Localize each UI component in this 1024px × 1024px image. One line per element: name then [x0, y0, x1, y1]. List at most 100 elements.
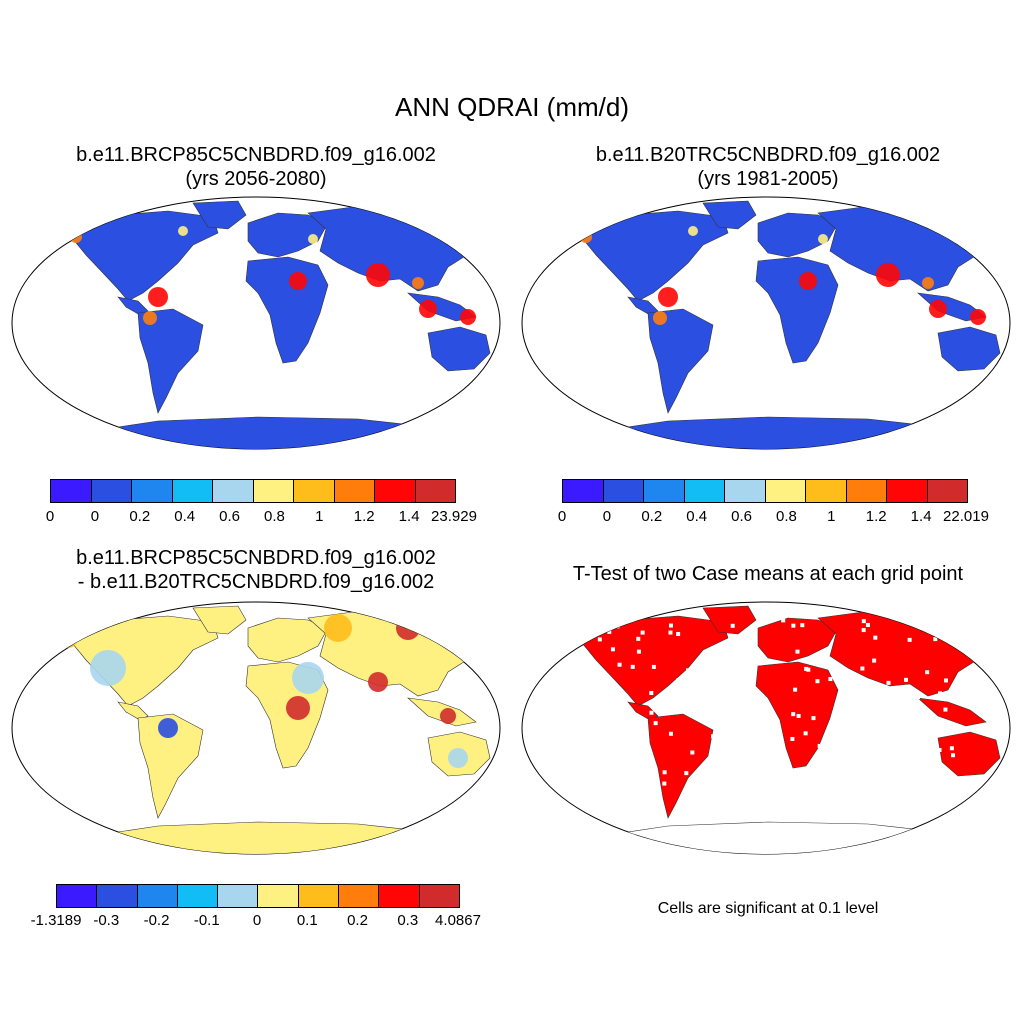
insignificant-cell	[610, 647, 615, 652]
insignificant-cell	[594, 743, 599, 748]
colorbar-swatch	[887, 480, 928, 502]
insignificant-cell	[736, 761, 741, 766]
colorbar-swatch	[846, 480, 887, 502]
map-future	[11, 196, 501, 450]
insignificant-cell	[811, 716, 816, 721]
insignificant-cell	[595, 731, 600, 736]
insignificant-cell	[578, 666, 583, 671]
difference-title-line2: - b.e11.B20TRC5CNBDRD.f09_g16.002	[77, 571, 435, 593]
insignificant-cell	[568, 777, 573, 782]
colorbar-swatch	[419, 885, 459, 907]
insignificant-cell	[668, 623, 673, 628]
value-cluster	[143, 311, 157, 325]
landmass-greenland	[702, 200, 757, 230]
insignificant-cell	[763, 769, 768, 774]
insignificant-cell	[925, 670, 930, 675]
insignificant-cell	[781, 618, 786, 623]
insignificant-cell	[649, 794, 654, 799]
insignificant-cell	[578, 670, 583, 675]
value-cluster	[324, 614, 352, 642]
insignificant-cell	[892, 777, 897, 782]
insignificant-cell	[676, 678, 681, 683]
colorbar-tick-label: 0	[602, 508, 612, 525]
colorbar-swatch	[375, 480, 416, 502]
insignificant-cell	[865, 622, 870, 627]
insignificant-cell	[686, 668, 691, 673]
value-cluster	[440, 708, 456, 724]
insignificant-cell	[686, 784, 691, 789]
insignificant-cell	[668, 731, 673, 736]
insignificant-cell	[795, 649, 800, 654]
value-cluster	[658, 287, 678, 307]
insignificant-cell	[649, 710, 654, 715]
colorbar-swatch	[51, 480, 92, 502]
colorbar-swatch	[213, 480, 254, 502]
insignificant-cell	[698, 656, 703, 661]
insignificant-cell	[707, 683, 712, 688]
colorbar-tick-label: -1.3189	[30, 912, 82, 929]
value-cluster	[292, 662, 324, 694]
colorbar-tick-label: -0.3	[93, 912, 120, 929]
insignificant-cell	[806, 667, 811, 672]
colorbar-tick-label: 1.2	[865, 508, 887, 525]
insignificant-cell	[803, 731, 808, 736]
colorbar-swatch	[339, 885, 380, 907]
insignificant-cell	[914, 730, 919, 735]
colorbar-tick-label: 0.2	[347, 912, 368, 929]
difference-title-line1: b.e11.BRCP85C5CNBDRD.f09_g16.002	[76, 547, 436, 569]
value-cluster	[158, 718, 178, 738]
insignificant-cell	[651, 664, 656, 669]
landmass-samerica	[137, 308, 204, 414]
insignificant-cell	[886, 680, 891, 685]
insignificant-cell	[860, 666, 865, 671]
colorbar-swatch	[684, 480, 725, 502]
value-cluster	[90, 650, 126, 686]
map-ttest	[521, 601, 1011, 855]
landmass-europe	[757, 212, 839, 258]
insignificant-cell	[608, 779, 613, 784]
value-cluster	[368, 672, 388, 692]
colorbar-difference	[56, 884, 460, 908]
insignificant-cell	[957, 779, 962, 784]
colorbar-swatch	[172, 480, 213, 502]
value-cluster	[419, 300, 437, 318]
value-cluster	[366, 263, 390, 287]
landmass-namerica	[577, 615, 729, 707]
insignificant-cell	[625, 747, 630, 752]
value-cluster	[396, 616, 420, 640]
insignificant-cell	[701, 787, 706, 792]
insignificant-cell	[790, 736, 795, 741]
value-cluster	[653, 311, 667, 325]
colorbar-swatch	[379, 885, 420, 907]
colorbar-swatch	[415, 480, 455, 502]
insignificant-cell	[574, 652, 579, 657]
landmass-africa	[755, 256, 839, 364]
insignificant-cell	[854, 757, 859, 762]
insignificant-cell	[943, 707, 948, 712]
insignificant-cell	[640, 630, 645, 635]
landmass-greenland	[192, 200, 247, 230]
insignificant-cell	[617, 662, 622, 667]
insignificant-cell	[764, 660, 769, 665]
insignificant-cell	[708, 785, 713, 790]
landmass-seasia	[917, 697, 987, 727]
colorbar-swatch	[57, 885, 98, 907]
colorbar-tick-label: 0.1	[296, 912, 318, 929]
colorbar-swatch	[334, 480, 375, 502]
insignificant-cell	[649, 690, 654, 695]
insignificant-cell	[873, 635, 878, 640]
insignificant-cell	[791, 712, 796, 717]
colorbar-tick-label: 1	[315, 508, 324, 525]
insignificant-cell	[814, 787, 819, 792]
landmass-europe	[757, 617, 839, 663]
landmass-africa	[245, 256, 329, 364]
colorbar-tick-label: 0.2	[641, 508, 663, 525]
insignificant-cell	[676, 631, 681, 636]
colorbar-future	[50, 479, 456, 503]
insignificant-cell	[815, 679, 820, 684]
figure-title: ANN QDRAI (mm/d)	[395, 92, 629, 122]
insignificant-cell	[796, 713, 801, 718]
insignificant-cell	[636, 649, 641, 654]
insignificant-cell	[706, 650, 711, 655]
colorbar-tick-label: 0.2	[129, 508, 151, 525]
